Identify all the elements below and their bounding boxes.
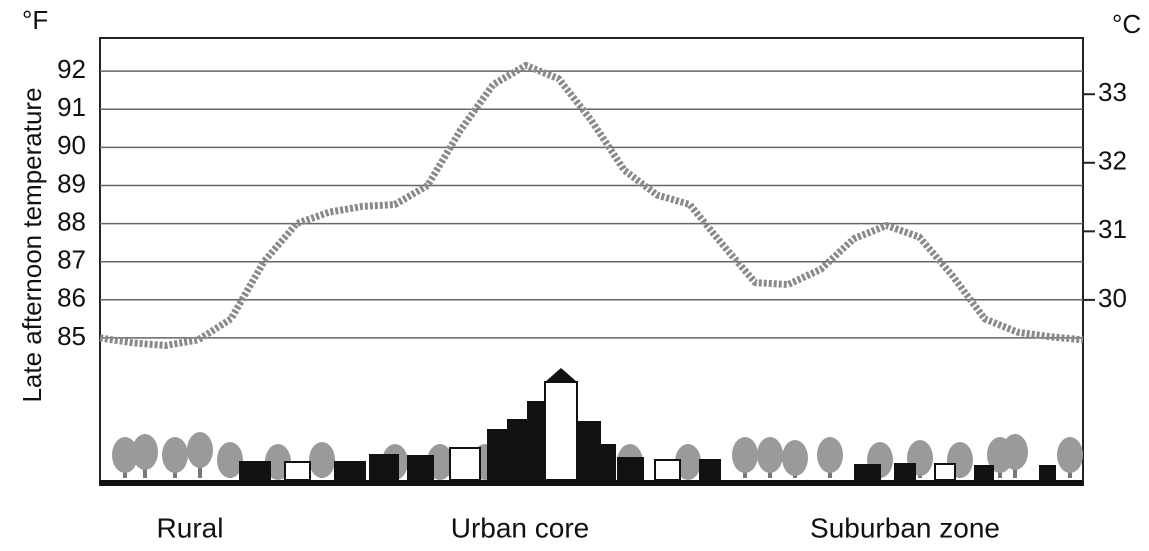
y-unit: °F [22,5,48,35]
tree [132,434,158,470]
building [545,382,577,480]
y-tick-label: 85 [57,321,86,351]
building [370,455,398,480]
building [618,458,643,480]
building [408,456,433,480]
building [700,460,720,480]
building [935,464,955,480]
building [655,460,680,480]
building [335,462,365,480]
tree [732,437,758,473]
building [1040,466,1055,480]
tree [1002,434,1028,470]
tree [187,432,213,468]
y2-tick-label: 32 [1098,146,1127,176]
tree [162,437,188,473]
y-tick-label: 86 [57,283,86,313]
tree [1057,437,1083,473]
building [528,402,544,480]
y-tick-label: 90 [57,130,86,160]
building [600,445,615,480]
y-tick-label: 89 [57,168,86,198]
y-tick-label: 91 [57,92,86,122]
zone-label: Urban core [451,512,590,543]
building [578,422,600,480]
tree [309,442,335,478]
building [975,466,993,480]
building [895,464,915,480]
y-axis-label: Late afternoon temperature [17,87,47,402]
building [450,448,480,480]
tree [782,440,808,476]
building-roof [545,368,577,382]
y2-tick-label: 33 [1098,77,1127,107]
tree [757,437,783,473]
y2-tick-label: 30 [1098,283,1127,313]
y-tick-label: 87 [57,245,86,275]
y-tick-label: 92 [57,54,86,84]
y2-tick-label: 31 [1098,214,1127,244]
tree [817,437,843,473]
building [855,465,880,480]
skyline [112,368,1083,483]
zone-label: Suburban zone [810,512,1000,543]
zone-label: Rural [157,512,224,543]
y2-unit: °C [1112,9,1141,39]
building [285,462,310,480]
building [240,462,270,480]
chart: °F °C Late afternoon temperature Rural U… [0,0,1149,551]
building [488,430,510,480]
y-tick-label: 88 [57,206,86,236]
temperature-line [100,65,1083,345]
